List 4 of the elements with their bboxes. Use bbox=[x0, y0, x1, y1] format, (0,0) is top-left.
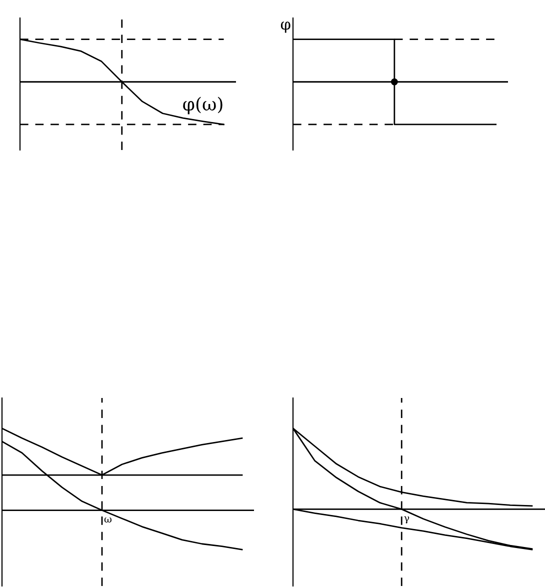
annotation: γ bbox=[404, 516, 410, 524]
y-axis-title: φ bbox=[280, 22, 290, 33]
annotation: φ(ω) bbox=[183, 96, 222, 114]
annotation: ω bbox=[104, 517, 112, 523]
